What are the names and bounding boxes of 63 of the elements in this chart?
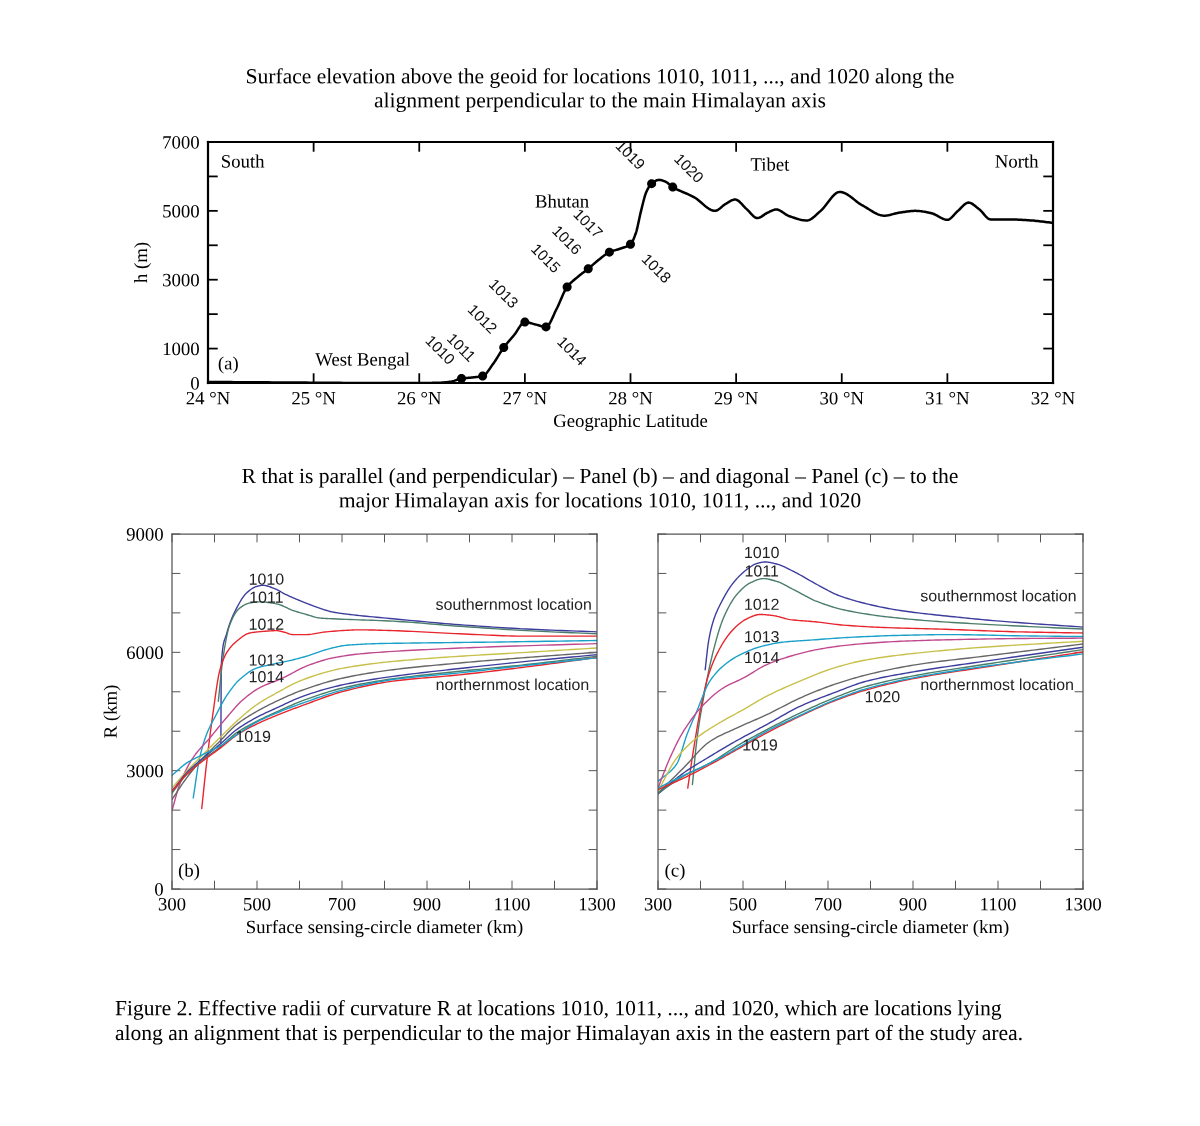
y-tick-label: 6000 [126,646,163,660]
y-tick-label: 1000 [163,342,199,356]
x-tick-label: 32 °N [1031,391,1075,405]
x-tick-label: 29 °N [714,391,758,405]
annotation: 1011 [745,565,779,577]
x-tick-label: 1300 [579,897,616,911]
x-tick-label: 30 °N [820,391,864,405]
x-tick-label: 1100 [495,897,530,911]
y-tick-label: 5000 [163,204,199,218]
annotation: (b) [178,863,200,881]
x-tick-label: 31 °N [926,391,970,405]
x-tick-label: 900 [413,897,441,911]
annotation: 1013 [249,654,284,666]
annotation: (a) [218,356,238,374]
annotation: 1013 [745,630,779,643]
y-tick-label: 9000 [126,528,163,541]
x-tick-label: 500 [730,897,757,911]
y-tick-label: 3000 [163,273,199,287]
annotation: 1011 [250,591,283,603]
annotation: southernmost location [436,598,591,610]
x-tick-label: 700 [329,897,356,911]
annotation: West Bengal [315,352,410,370]
annotation: 1020 [865,690,900,703]
y-tick-label: 3000 [127,764,163,778]
x-tick-label: 700 [815,897,842,911]
annotation: 1012 [249,618,284,630]
annotation: 1014 [745,651,779,664]
x-axis-title: Geographic Latitude [553,413,708,431]
x-tick-label: 900 [899,897,927,911]
annotation: southernmost location [920,589,1076,602]
x-tick-label: 27 °N [503,391,547,405]
annotation: North [995,154,1039,168]
annotation: 1012 [745,598,779,610]
annotation: 1010 [745,546,779,559]
annotation: South [222,154,265,168]
x-axis-title: Surface sensing-circle diameter (km) [247,919,523,938]
annotation: Bhutan [535,194,589,208]
y-axis-title: h (m) [134,242,152,283]
y-tick-label: 0 [155,883,163,896]
x-tick-label: 300 [158,897,186,911]
y-tick-label: 7000 [163,136,199,149]
annotation: 1014 [249,671,284,683]
x-tick-label: 28 °N [609,391,653,405]
annotation: (c) [665,863,685,881]
y-axis-title: R (km) [103,685,121,738]
x-tick-label: 24 °N [186,391,230,405]
x-tick-label: 26 °N [397,391,442,405]
y-tick-label: 0 [191,377,199,390]
chart-title: R that is parallel (and perpendicular) – Panel (b) – and diagonal – Panel (c) – to the major Himalayan axis for locations 1010, 1011, ..., and 1020 [242,468,958,512]
annotation: 1019 [743,739,778,751]
annotation: 1019 [236,730,271,743]
annotation: northernmost location [436,678,589,691]
x-tick-label: 1100 [981,897,1016,911]
x-tick-label: 300 [644,897,672,911]
x-tick-label: 500 [244,897,271,911]
annotation: 1010 [249,573,284,585]
caption: Figure 2. Effective radii of curvature R at locations 1010, 1011, ..., and 1020, which are locations lying along an alignment that is perpendicular to the major Himalayan axis in the eastern part of the study area. [115,1000,1022,1045]
annotation: Tibet [750,157,790,171]
x-tick-label: 1300 [1065,897,1102,911]
annotation: northernmost location [921,678,1073,691]
x-tick-label: 25 °N [292,391,336,405]
chart-title: Surface elevation above the geoid for locations 1010, 1011, ..., and 1020 along the alignment perpendicular to the main Himalayan axis [247,68,954,112]
x-axis-title: Surface sensing-circle diameter (km) [733,919,1009,938]
